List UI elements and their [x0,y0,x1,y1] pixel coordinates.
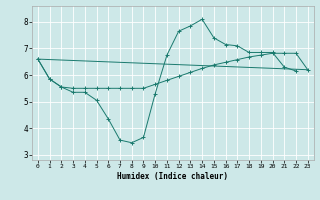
X-axis label: Humidex (Indice chaleur): Humidex (Indice chaleur) [117,172,228,181]
